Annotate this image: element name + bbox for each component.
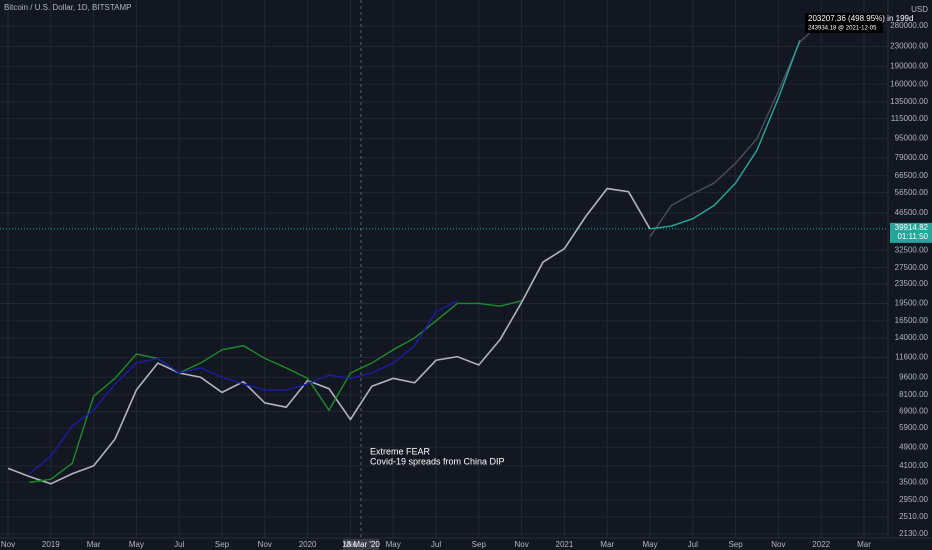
y-tick-label: 46500.00 <box>895 208 929 217</box>
y-tick-label: 27500.00 <box>895 263 929 272</box>
y-tick-label: 56500.00 <box>895 188 929 197</box>
y-tick-label: 2950.00 <box>899 495 928 504</box>
y-tick-label: 115000.00 <box>891 114 929 123</box>
axis-unit: USD <box>911 5 928 14</box>
y-tick-label: 5900.00 <box>899 423 928 432</box>
y-tick-label: 2130.00 <box>899 529 928 538</box>
y-tick-label: 4100.00 <box>899 461 928 470</box>
measure-box <box>805 13 883 33</box>
x-tick-label: Mar <box>600 540 614 549</box>
x-tick-label: Jul <box>688 540 698 549</box>
x-tick-label: Sep <box>215 540 230 549</box>
y-tick-label: 8100.00 <box>899 390 928 399</box>
y-tick-label: 95000.00 <box>895 134 929 143</box>
y-tick-label: 79000.00 <box>895 153 929 162</box>
y-tick-label: 3500.00 <box>899 477 928 486</box>
x-tick-label: Nov <box>771 540 785 549</box>
series-line <box>29 300 522 483</box>
x-tick-label: 2021 <box>556 540 574 549</box>
y-tick-label: 4900.00 <box>899 442 928 451</box>
x-tick-label: Mar <box>87 540 101 549</box>
x-tick-label: May <box>642 540 657 549</box>
measure-text: 243934.18 @ 2021-12-05 <box>808 26 877 32</box>
chart-title: Bitcoin / U.S. Dollar, 1D, BITSTAMP <box>4 3 131 12</box>
countdown: 01:11:50 <box>897 232 928 241</box>
price-box <box>890 222 932 243</box>
x-tick-label: May <box>386 540 401 549</box>
y-tick-label: 230000.00 <box>890 42 928 51</box>
x-tick-label: 2019 <box>42 540 60 549</box>
x-tick-label: Mar <box>344 540 358 549</box>
y-tick-label: 16500.00 <box>895 316 929 325</box>
y-tick-label: 2510.00 <box>899 512 928 521</box>
y-tick-label: 14000.00 <box>895 333 929 342</box>
series <box>7 21 822 485</box>
x-tick-label: Jul <box>431 540 441 549</box>
x-tick-label: Nov <box>514 540 528 549</box>
crosshair-box <box>343 539 379 550</box>
x-tick-label: 2020 <box>299 540 317 549</box>
annotation: Covid-19 spreads from China DIP <box>370 456 505 466</box>
y-tick-label: 190000.00 <box>890 62 928 71</box>
x-tick-label: 2022 <box>812 540 830 549</box>
y-tick-label: 32500.00 <box>895 245 929 254</box>
x-tick-label: Nov <box>1 540 15 549</box>
y-tick-label: 6900.00 <box>899 407 928 416</box>
y-tick-label: 135000.00 <box>890 97 928 106</box>
y-tick-label: 280000.00 <box>890 21 928 30</box>
series-line <box>7 187 651 485</box>
y-tick-label: 19500.00 <box>895 299 929 308</box>
x-tick-label: Sep <box>472 540 487 549</box>
x-tick-label: Jul <box>174 540 184 549</box>
y-tick-label: 160000.00 <box>890 79 928 88</box>
series-line <box>28 300 458 475</box>
crosshair-date: 18 Mar '20 <box>342 540 380 549</box>
measure-text: 203207.36 (498.95%) in 199d <box>808 14 913 23</box>
x-tick-label: Sep <box>728 540 743 549</box>
annotation: Extreme FEAR <box>370 446 431 456</box>
price-label: 39914.82 <box>895 223 929 232</box>
grid <box>0 0 888 538</box>
y-tick-label: 23500.00 <box>895 279 929 288</box>
x-tick-label: Mar <box>857 540 871 549</box>
series-line <box>649 40 801 230</box>
y-tick-label: 66500.00 <box>895 171 929 180</box>
x-tick-label: Nov <box>258 540 272 549</box>
y-tick-label: 9600.00 <box>899 372 928 381</box>
y-tick-label: 11600.00 <box>895 353 928 362</box>
x-tick-label: May <box>129 540 144 549</box>
